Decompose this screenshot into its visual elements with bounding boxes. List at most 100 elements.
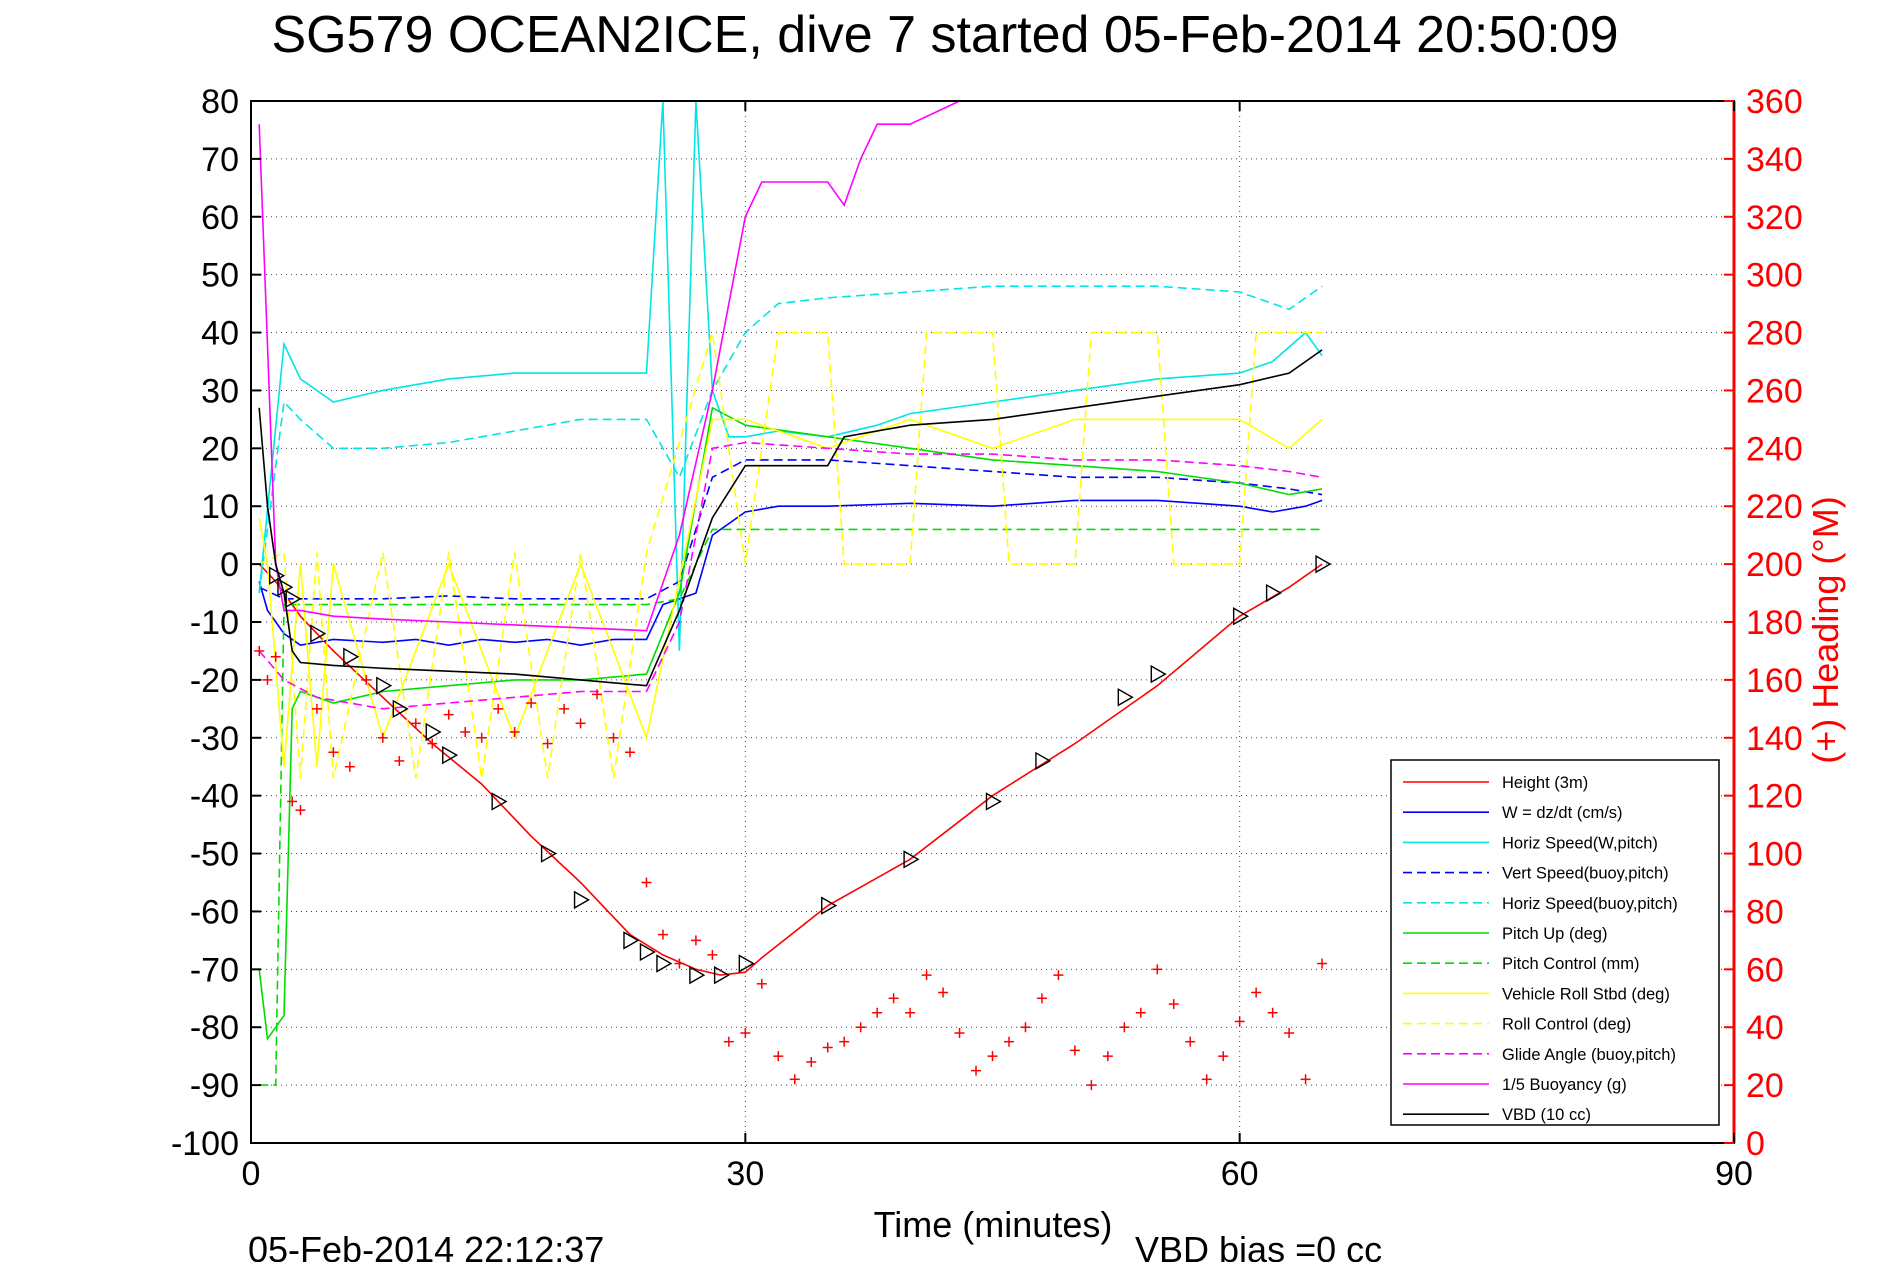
heading-point	[377, 732, 388, 743]
triangle-marker	[285, 589, 302, 609]
triangle-marker	[310, 624, 327, 643]
heading-point	[1185, 1036, 1196, 1047]
legend: Height (3m) W = dz/dt (cm/s) Horiz Speed(W…	[1390, 759, 1720, 1126]
heading-point	[542, 738, 553, 749]
heading-point	[361, 674, 372, 685]
heading-point	[657, 929, 668, 940]
y-right-tick-label: 140	[1746, 720, 1803, 758]
heading-point	[740, 1028, 751, 1039]
y-tick-label: 30	[201, 372, 239, 410]
legend-label: W = dz/dt (cm/s)	[1502, 804, 1623, 822]
heading-point	[1201, 1074, 1212, 1085]
triangle-marker	[1035, 751, 1052, 771]
heading-point	[311, 703, 322, 714]
y-right-tick-label: 260	[1746, 372, 1803, 410]
y-axis-right-ticks: 3603403203002802602402202001801601401201…	[1724, 83, 1803, 1163]
heading-point	[410, 718, 421, 729]
heading-point	[575, 718, 586, 729]
triangle-marker	[1232, 607, 1250, 626]
heading-point	[1251, 987, 1262, 998]
heading-point	[1119, 1022, 1130, 1033]
legend-label: Pitch Up (deg)	[1502, 925, 1607, 943]
y-right-tick-label: 360	[1746, 83, 1803, 121]
heading-point	[1102, 1051, 1113, 1062]
legend-label: Roll Control (deg)	[1502, 1016, 1631, 1034]
triangle-marker	[269, 566, 286, 585]
heading-point	[1267, 1007, 1278, 1018]
y-tick-label: 20	[201, 430, 239, 468]
heading-point	[789, 1074, 800, 1085]
x-axis-label: Time (minutes)	[874, 1204, 1113, 1245]
triangle-marker	[903, 850, 920, 869]
triangle-marker	[425, 722, 442, 742]
y-tick-label: 70	[201, 141, 239, 179]
heading-point	[592, 689, 603, 700]
heading-point	[295, 805, 306, 816]
y-tick-label: -70	[190, 951, 239, 989]
y-tick-label: 80	[201, 83, 239, 121]
y-right-tick-label: 240	[1746, 430, 1803, 468]
heading-point	[839, 1036, 850, 1047]
heading-point	[287, 796, 298, 807]
heading-point	[872, 1007, 883, 1018]
heading-point	[674, 958, 685, 969]
heading-point	[1036, 993, 1047, 1004]
y-tick-label: -60	[190, 893, 239, 931]
y-tick-label: 10	[201, 488, 239, 526]
heading-point	[559, 703, 570, 714]
heading-point	[624, 747, 635, 758]
triangle-marker	[639, 942, 656, 962]
y-tick-label: -40	[190, 778, 239, 816]
heading-point	[493, 703, 504, 714]
y-tick-label: 40	[201, 315, 239, 353]
heading-point	[608, 732, 619, 743]
y-tick-label: -100	[171, 1125, 239, 1163]
y-tick-label: 0	[220, 546, 239, 584]
y-tick-label: -80	[190, 1009, 239, 1047]
triangle-marker	[1265, 583, 1283, 603]
heading-point	[1135, 1007, 1146, 1018]
heading-point	[855, 1022, 866, 1033]
heading-point	[427, 738, 438, 749]
series-line-0	[258, 563, 1323, 976]
y-axis-right-label: (+) Heading (°M)	[1805, 496, 1846, 763]
legend-label: Horiz Speed(W,pitch)	[1502, 834, 1658, 852]
series-line-5	[258, 406, 1323, 1041]
series-line-8	[258, 331, 1323, 779]
y-right-tick-label: 40	[1746, 1009, 1784, 1047]
heading-point	[822, 1042, 833, 1053]
footer-timestamp: 05-Feb-2014 22:12:37	[248, 1229, 604, 1262]
y-tick-label: 60	[201, 199, 239, 237]
heading-point	[938, 987, 949, 998]
heading-point	[1152, 964, 1163, 975]
heading-point	[1317, 958, 1328, 969]
legend-label: 1/5 Buoyancy (g)	[1502, 1076, 1627, 1094]
series-line-6	[259, 528, 1323, 1086]
x-tick-label: 30	[726, 1155, 764, 1193]
heading-point	[1168, 999, 1179, 1010]
heading-point	[270, 651, 281, 662]
heading-point	[707, 949, 718, 960]
heading-point	[1053, 970, 1064, 981]
plot-markers	[254, 554, 1332, 1091]
x-axis-ticks: 0 30 60 90	[242, 101, 1753, 1193]
y-right-tick-label: 20	[1746, 1067, 1784, 1105]
triangle-marker	[277, 578, 294, 597]
triangle-marker	[343, 647, 360, 666]
heading-point	[443, 709, 454, 720]
heading-point	[806, 1056, 817, 1067]
legend-label: Vert Speed(buoy,pitch)	[1502, 865, 1669, 883]
series-line-3	[258, 459, 1323, 600]
heading-point	[262, 674, 273, 685]
y-right-tick-label: 0	[1746, 1125, 1765, 1163]
triangle-marker	[573, 890, 590, 910]
heading-point	[641, 877, 652, 888]
triangle-marker	[1315, 554, 1332, 574]
heading-point	[1234, 1016, 1245, 1027]
y-right-tick-label: 200	[1746, 546, 1803, 584]
heading-point	[971, 1065, 982, 1076]
heading-point	[954, 1028, 965, 1039]
heading-point	[888, 993, 899, 1004]
heading-point	[394, 755, 405, 766]
heading-point	[1069, 1045, 1080, 1056]
